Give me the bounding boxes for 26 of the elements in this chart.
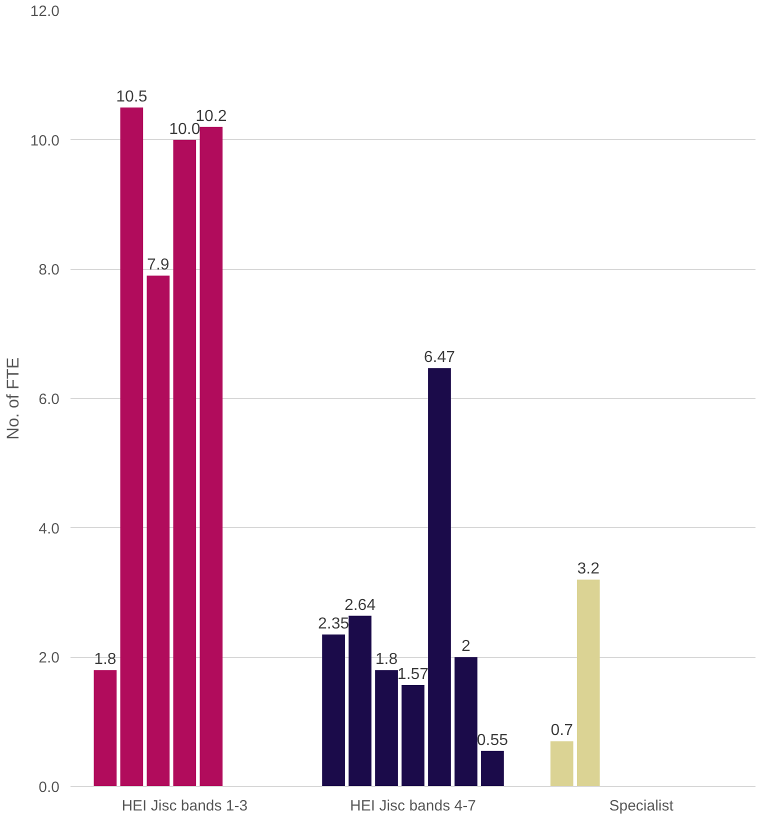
y-tick-label: 6.0 (38, 391, 60, 408)
y-axis-title: No. of FTE (3, 357, 22, 440)
data-label: 2.64 (344, 596, 376, 614)
data-label: 1.57 (397, 666, 429, 683)
y-tick-label: 8.0 (38, 262, 60, 279)
data-label: 0.7 (550, 722, 574, 740)
bar (454, 657, 478, 786)
data-label: 3.2 (577, 560, 600, 578)
data-label: 0.55 (476, 732, 508, 749)
data-label: 6.47 (424, 349, 456, 366)
data-label: 7.9 (147, 256, 170, 274)
y-tick-label: 2.0 (38, 650, 60, 667)
bar (481, 750, 504, 786)
data-label: 2 (462, 638, 471, 656)
data-label: 1.8 (375, 651, 398, 668)
y-tick-label: 10.0 (30, 132, 60, 150)
x-tick-label: HEI Jisc bands 1-3 (122, 798, 248, 814)
y-tick-label: 4.0 (38, 520, 60, 538)
y-tick-label: 0.0 (38, 779, 60, 796)
data-label: 1.8 (94, 651, 116, 668)
y-tick-label: 12.0 (30, 3, 60, 20)
data-label: 10.5 (116, 88, 148, 106)
data-label: 10.0 (169, 120, 200, 138)
x-tick-label: Specialist (609, 798, 674, 814)
data-label: 2.35 (318, 616, 350, 633)
x-tick-label: HEI Jisc bands 4-7 (350, 798, 476, 814)
